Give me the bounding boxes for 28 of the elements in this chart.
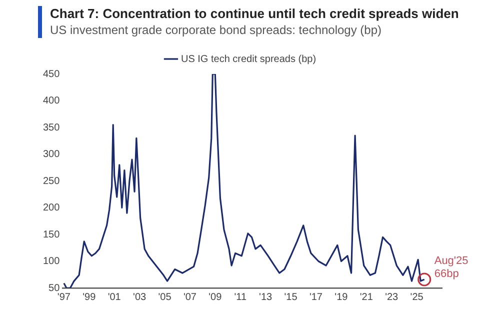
x-tick-label: '03 bbox=[133, 292, 147, 303]
chart-subtitle: US investment grade corporate bond spreads: technology (bp) bbox=[50, 23, 383, 37]
annotation: Aug'25 66bp bbox=[434, 254, 468, 280]
y-tick-label: 150 bbox=[42, 229, 60, 240]
x-tick-label: '15 bbox=[284, 292, 298, 303]
y-tick-label: 450 bbox=[42, 68, 60, 80]
x-tick-label: '23 bbox=[385, 292, 399, 303]
x-tick-label: '01 bbox=[108, 292, 122, 303]
x-tick-label: '09 bbox=[208, 292, 222, 303]
x-tick-label: '11 bbox=[234, 292, 247, 303]
x-tick-label: '17 bbox=[309, 292, 323, 303]
x-tick-label: '99 bbox=[82, 292, 96, 303]
legend-label: US IG tech credit spreads (bp) bbox=[180, 54, 316, 65]
y-tick-label: 400 bbox=[42, 96, 60, 106]
y-tick-label: 100 bbox=[42, 256, 60, 267]
x-tick-label: '13 bbox=[259, 292, 273, 303]
y-tick-label: 300 bbox=[42, 149, 60, 160]
x-tick-label: '25 bbox=[410, 292, 424, 303]
x-tick-label: '97 bbox=[57, 292, 71, 303]
y-tick-label: 250 bbox=[42, 176, 60, 187]
y-tick-label: 50 bbox=[48, 282, 60, 294]
x-tick-label: '21 bbox=[360, 292, 374, 303]
x-tick-label: '05 bbox=[158, 292, 172, 303]
y-tick-label: 200 bbox=[42, 202, 60, 214]
x-tick-label: '19 bbox=[334, 292, 348, 303]
chart-title: Chart 7: Concentration to continue until tech credit spreads widen bbox=[50, 6, 459, 21]
y-tick-label: 350 bbox=[42, 122, 60, 134]
x-tick-label: '07 bbox=[183, 292, 197, 303]
